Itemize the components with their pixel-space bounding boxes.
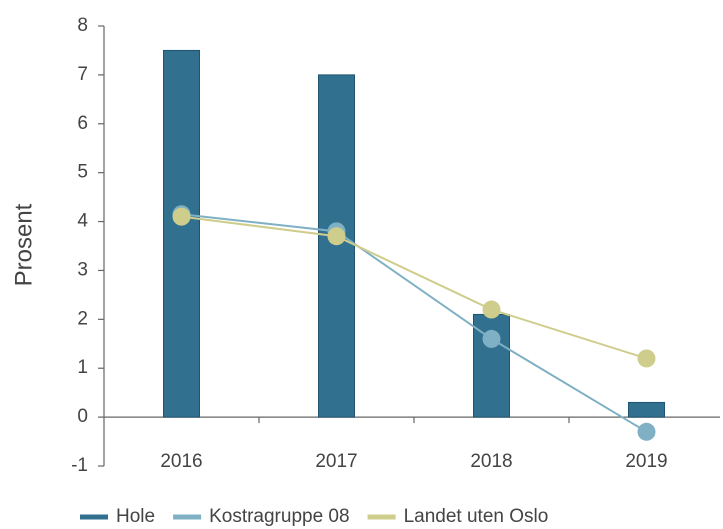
x-tick-label: 2018 bbox=[470, 451, 512, 472]
y-axis-label: Prosent bbox=[10, 203, 37, 286]
y-tick-label: -1 bbox=[71, 455, 88, 476]
y-tick-label: 3 bbox=[77, 259, 88, 280]
y-tick-label: 0 bbox=[77, 406, 88, 427]
marker bbox=[172, 207, 191, 226]
y-tick-label: 1 bbox=[77, 357, 88, 378]
y-tick-label: 6 bbox=[77, 113, 88, 134]
line bbox=[181, 213, 648, 433]
marker bbox=[482, 300, 501, 319]
marker bbox=[637, 349, 656, 368]
y-tick-label: 4 bbox=[77, 211, 88, 232]
legend-label: Landet uten Oslo bbox=[404, 506, 549, 527]
bar bbox=[163, 49, 200, 418]
marker bbox=[327, 227, 346, 246]
legend-label: Kostragruppe 08 bbox=[209, 506, 350, 527]
x-tick-label: 2017 bbox=[315, 451, 357, 472]
bar bbox=[318, 74, 355, 418]
y-tick-label: 5 bbox=[77, 162, 88, 183]
bar bbox=[628, 401, 665, 418]
legend-label: Hole bbox=[116, 506, 155, 527]
line bbox=[181, 215, 647, 360]
y-tick-label: 2 bbox=[77, 308, 88, 329]
y-tick-label: 8 bbox=[77, 15, 88, 36]
marker bbox=[637, 422, 656, 441]
marker bbox=[482, 329, 501, 348]
x-tick-label: 2016 bbox=[160, 451, 202, 472]
x-tick-label: 2019 bbox=[625, 451, 667, 472]
y-tick-label: 7 bbox=[77, 64, 88, 85]
